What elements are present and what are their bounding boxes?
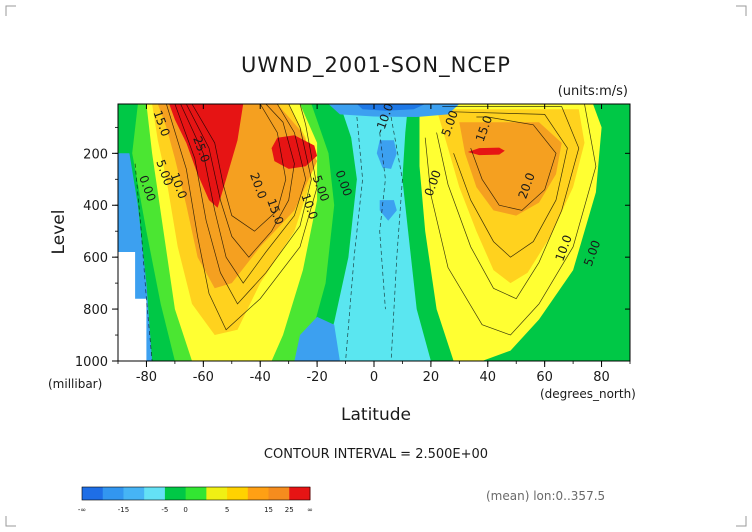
contour-line xyxy=(166,104,318,331)
x-axis-label: Latitude xyxy=(341,405,411,425)
contour-line-negative xyxy=(390,116,403,361)
contour-line xyxy=(470,116,557,211)
contour-line-negative xyxy=(379,132,386,310)
colorbar-swatch xyxy=(185,487,207,500)
region-nh-red-core xyxy=(467,147,505,156)
corner-mark xyxy=(5,516,16,527)
colorbar-swatch xyxy=(268,487,290,500)
region-missing xyxy=(118,252,147,361)
x-tick-label: 40 xyxy=(480,370,497,385)
colorbar-frame xyxy=(81,486,311,501)
y-axis-unit: (millibar) xyxy=(48,377,102,391)
colorbar-swatch xyxy=(123,487,145,500)
footer-label: (mean) lon:0..357.5 xyxy=(486,489,605,503)
colorbar-swatch xyxy=(227,487,249,500)
colorbar-label: 15 xyxy=(264,506,273,514)
y-axis: 200 400 600 800 1000 xyxy=(75,126,630,370)
contour-line xyxy=(180,104,307,284)
units-label: (units:m/s) xyxy=(558,84,628,99)
colorbar-swatch xyxy=(102,487,124,500)
contour-line xyxy=(185,104,295,258)
colorbar-label: 0 xyxy=(183,506,187,514)
colorbar-label: -5 xyxy=(161,506,168,514)
x-axis-unit: (degrees_north) xyxy=(540,387,636,401)
x-tick-label: 0 xyxy=(370,370,378,385)
y-tick-label: 1000 xyxy=(75,355,108,370)
contour-lines xyxy=(134,104,597,361)
y-tick-label: 400 xyxy=(83,199,108,214)
y-tick-label: 200 xyxy=(83,147,108,162)
colorbar-swatch xyxy=(206,487,228,500)
colorbar-swatch xyxy=(164,487,187,500)
region-neg-lower xyxy=(294,316,340,361)
colorbar-label: -∞ xyxy=(78,506,86,514)
colorbar-swatch xyxy=(289,487,311,500)
x-tick-label: -20 xyxy=(306,370,327,385)
chart-title: UWND_2001-SON_NCEP xyxy=(241,53,511,78)
region-nh-orange xyxy=(459,122,562,216)
contour-line xyxy=(424,104,597,336)
colorbar-swatch xyxy=(82,487,104,500)
colorbar-swatch xyxy=(247,487,270,500)
x-axis: -80 -60 -40 -20 0 20 40 60 80 xyxy=(117,104,631,385)
colorbar-label: -15 xyxy=(118,506,129,514)
contour-line xyxy=(174,104,312,305)
contour-line xyxy=(436,106,580,300)
region-neg-blob xyxy=(379,200,397,221)
region-sh-red-secondary xyxy=(271,135,318,169)
x-tick-label: 20 xyxy=(423,370,440,385)
x-tick-label: -80 xyxy=(136,370,157,385)
y-axis-label: Level xyxy=(49,210,69,255)
contour-line xyxy=(191,104,287,232)
colorbar-swatch xyxy=(144,487,166,500)
corner-mark xyxy=(736,5,747,16)
colorbar: -∞ -15 -5 0 5 15 25 ∞ xyxy=(78,486,313,514)
contour-line-negative xyxy=(345,116,363,361)
colorbar-label: ∞ xyxy=(307,506,313,514)
x-tick-label: 80 xyxy=(593,370,610,385)
x-tick-label: -40 xyxy=(250,370,271,385)
region-sh-red-core xyxy=(169,104,244,208)
corner-mark xyxy=(736,516,747,527)
contour-line xyxy=(453,111,568,258)
colorbar-label: 5 xyxy=(225,506,229,514)
corner-mark xyxy=(5,5,16,16)
y-tick-label: 600 xyxy=(83,251,108,266)
x-tick-label: 60 xyxy=(536,370,553,385)
contour-line-negative xyxy=(134,163,153,361)
y-tick-label: 800 xyxy=(83,303,108,318)
contour-interval-label: CONTOUR INTERVAL = 2.500E+00 xyxy=(264,447,488,462)
x-tick-label: -60 xyxy=(193,370,214,385)
colorbar-label: 25 xyxy=(285,506,294,514)
